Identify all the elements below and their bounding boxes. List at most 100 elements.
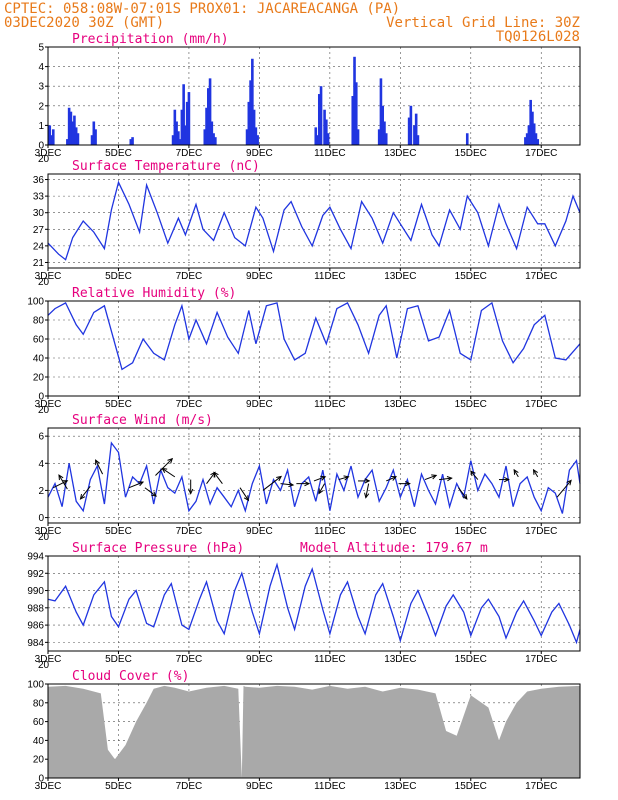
precip-bar xyxy=(525,133,529,145)
wind-arrow xyxy=(439,477,452,481)
model-altitude: Model Altitude: 179.67 m xyxy=(300,541,488,556)
wind-arrow-head xyxy=(343,475,350,481)
precip-bar xyxy=(185,101,189,145)
precip-bar xyxy=(383,121,386,145)
x-tick-label: 13DEC xyxy=(384,148,416,159)
wind-arrow xyxy=(95,459,104,475)
precip-bar xyxy=(184,125,187,145)
plot-frame xyxy=(47,555,581,652)
wind-arrow xyxy=(239,487,249,501)
panel-title: Relative Humidity (%) xyxy=(72,286,236,301)
wind-arrow xyxy=(513,469,519,478)
plot-frame xyxy=(47,427,581,524)
x-tick-label: 9DEC xyxy=(246,781,273,792)
x-tick-label: 9DEC xyxy=(246,271,273,282)
precip-bar xyxy=(50,135,53,145)
wind-arrow xyxy=(458,487,468,500)
precip-bar xyxy=(465,133,469,145)
wind-arrow xyxy=(280,483,294,486)
y-tick-label: 1 xyxy=(38,121,44,132)
precip-bar xyxy=(252,109,256,145)
wind-arrow xyxy=(556,480,572,498)
x-tick-label: 11DEC xyxy=(314,526,346,537)
precip-bar xyxy=(67,107,71,145)
plot-frame xyxy=(47,300,581,397)
wind-arrow-head xyxy=(532,468,538,475)
x-tick-label: 3DEC xyxy=(35,399,62,410)
precip-bar xyxy=(416,135,420,145)
wind-arrow-head xyxy=(167,457,174,464)
x-tick-label: 9DEC xyxy=(246,526,273,537)
panel-title: Surface Pressure (hPa) xyxy=(72,541,244,556)
precip-bar xyxy=(249,80,252,145)
wind-arrow-head xyxy=(364,478,371,484)
y-tick-label: 40 xyxy=(33,736,45,747)
y-tick-label: 20 xyxy=(33,373,45,384)
wind-arrow-head xyxy=(470,470,476,477)
wind-arrow-head xyxy=(462,493,468,500)
wind-arrow xyxy=(313,476,326,482)
wind-arrow-head xyxy=(161,467,168,474)
wind-arrow xyxy=(128,481,144,489)
precip-bar xyxy=(66,139,69,145)
x-tick-label: 11DEC xyxy=(314,399,346,410)
x-tick-label: 15DEC xyxy=(455,148,487,159)
x-tick-label: 17DEC xyxy=(525,271,557,282)
wind-arrow-head xyxy=(566,479,572,486)
year-label-cut: 20 xyxy=(38,405,50,416)
precip-bar xyxy=(531,111,534,145)
y-tick-label: 60 xyxy=(33,335,45,346)
precip-bar xyxy=(208,78,212,145)
y-tick-label: 80 xyxy=(33,698,45,709)
y-tick-label: 0 xyxy=(38,513,44,524)
y-tick-label: 4 xyxy=(38,62,44,73)
y-tick-label: 0 xyxy=(38,774,44,785)
x-tick-label: 5DEC xyxy=(105,526,132,537)
precip-bar xyxy=(351,96,355,145)
header-grid-line: Vertical Grid Line: 30Z xyxy=(386,15,580,31)
precip-bar xyxy=(69,111,73,145)
x-tick-label: 7DEC xyxy=(176,399,203,410)
precip-bar xyxy=(414,113,418,145)
wind-arrow-head xyxy=(58,474,64,481)
plot-frame xyxy=(47,46,581,146)
wind-arrow xyxy=(53,480,68,489)
y-tick-label: 0 xyxy=(38,141,44,152)
precip-bar xyxy=(245,129,249,145)
precip-bar xyxy=(409,105,413,145)
press-line xyxy=(47,562,581,645)
precipitation-panel: 0 1 2 3 4 5 3DEC 5DEC 7DEC 9DEC 11DEC 13DEC 15DEC 17D… xyxy=(35,32,581,165)
wind-arrow xyxy=(155,458,173,476)
precip-bar xyxy=(94,129,97,145)
precip-bar xyxy=(205,107,208,145)
precip-bar xyxy=(524,137,527,145)
precip-bar xyxy=(381,105,385,145)
x-tick-label: 11DEC xyxy=(314,781,346,792)
x-tick-label: 17DEC xyxy=(525,148,557,159)
precip-bar xyxy=(377,129,381,145)
precip-bar xyxy=(384,133,388,145)
wind-arrow xyxy=(338,476,349,481)
wind-arrow-head xyxy=(318,488,324,495)
wind-arrow xyxy=(262,476,282,491)
x-tick-label: 11DEC xyxy=(314,148,346,159)
y-tick-label: 0 xyxy=(38,392,44,403)
precip-bar xyxy=(354,82,358,145)
header-code: TQ0126L028 xyxy=(496,29,580,45)
x-tick-label: 17DEC xyxy=(525,781,557,792)
wind-arrow xyxy=(533,469,539,478)
y-tick-label: 60 xyxy=(33,717,45,728)
x-tick-label: 9DEC xyxy=(246,399,273,410)
y-tick-label: 36 xyxy=(33,175,45,186)
panel-title: Precipitation (mm/h) xyxy=(72,32,229,47)
precip-bar xyxy=(48,125,52,145)
wind-arrow-head xyxy=(79,493,86,500)
y-tick-label: 992 xyxy=(27,569,44,580)
wind-arrow xyxy=(80,486,91,500)
wind-arrow-head xyxy=(304,481,311,487)
precip-bar xyxy=(247,101,251,145)
precip-bar xyxy=(534,133,538,145)
y-tick-label: 20 xyxy=(33,755,45,766)
y-tick-label: 988 xyxy=(27,603,44,614)
